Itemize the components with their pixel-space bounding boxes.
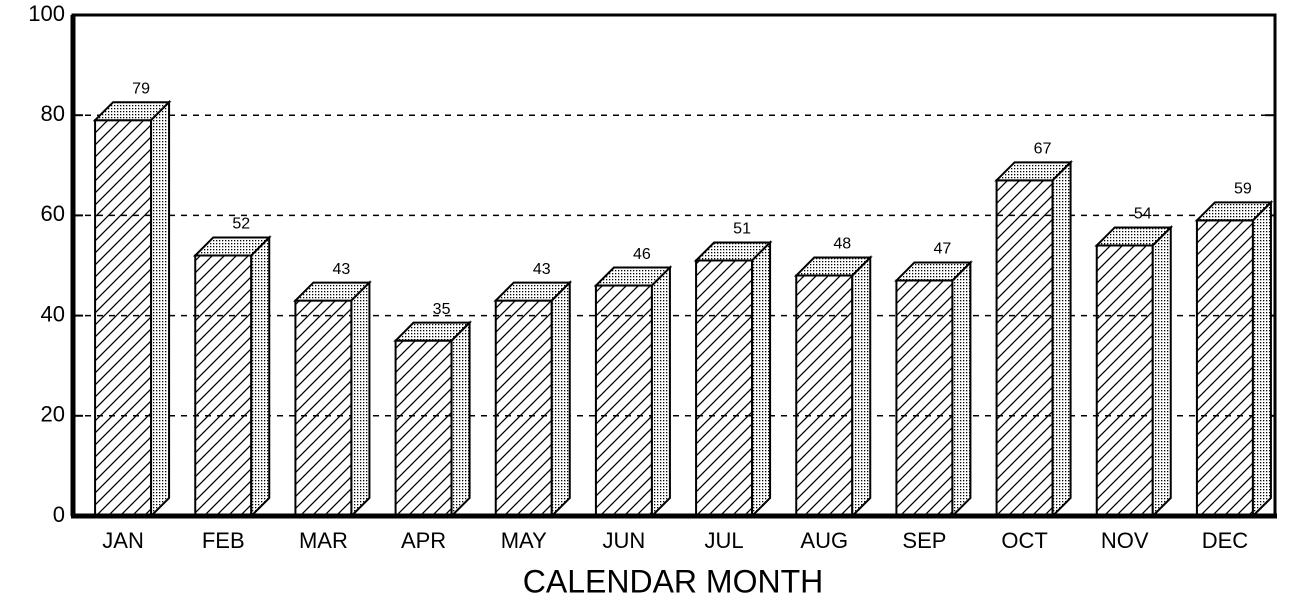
x-tick-label: OCT	[1001, 528, 1047, 553]
y-tick-label: 20	[41, 402, 65, 427]
bar	[94, 119, 153, 518]
bar	[895, 279, 954, 517]
x-tick-label: NOV	[1101, 528, 1149, 553]
bar-side	[350, 280, 371, 519]
bar	[795, 274, 854, 517]
bar-side	[550, 280, 571, 519]
data-label: 52	[232, 216, 250, 233]
data-label: 43	[333, 261, 351, 278]
x-tick-label: SEP	[902, 528, 946, 553]
data-label: 46	[633, 246, 651, 263]
bar	[1095, 244, 1154, 518]
y-tick-label: 0	[53, 502, 65, 527]
y-tick-label: 80	[41, 101, 65, 126]
bar-side	[851, 255, 872, 519]
bar-side	[751, 240, 772, 519]
x-tick-label: JUL	[705, 528, 744, 553]
x-tick-label: DEC	[1202, 528, 1249, 553]
x-tick-label: APR	[401, 528, 446, 553]
data-label: 47	[934, 241, 952, 258]
bar-side	[250, 235, 271, 519]
bar-side	[450, 320, 471, 519]
data-label: 79	[132, 80, 150, 97]
bar	[594, 284, 653, 518]
data-label: 35	[433, 301, 451, 318]
data-label: 48	[833, 236, 851, 253]
data-label: 67	[1034, 141, 1052, 158]
x-tick-label: AUG	[800, 528, 848, 553]
y-tick-label: 40	[41, 301, 65, 326]
bar-side	[1051, 159, 1072, 519]
bar	[995, 179, 1054, 518]
bar	[1195, 219, 1254, 517]
x-tick-label: MAR	[299, 528, 348, 553]
x-tick-label: JUN	[603, 528, 646, 553]
bar	[494, 299, 553, 517]
y-tick-label: 100	[28, 1, 65, 26]
bar-side	[1151, 225, 1172, 519]
bar-side	[951, 260, 972, 519]
x-tick-label: MAY	[501, 528, 547, 553]
data-label: 54	[1134, 206, 1152, 223]
data-label: 43	[533, 261, 551, 278]
x-axis-label: CALENDAR MONTH	[523, 563, 823, 599]
bar-side	[1251, 199, 1272, 519]
bar	[394, 339, 453, 517]
bar	[294, 299, 353, 517]
data-label: 51	[733, 221, 751, 238]
x-tick-label: JAN	[102, 528, 144, 553]
x-tick-label: FEB	[202, 528, 245, 553]
y-tick-label: 60	[41, 201, 65, 226]
bar	[695, 259, 754, 517]
bar-side	[650, 265, 671, 519]
bar	[194, 254, 253, 517]
data-label: 59	[1234, 181, 1252, 198]
bar-side	[150, 99, 171, 519]
